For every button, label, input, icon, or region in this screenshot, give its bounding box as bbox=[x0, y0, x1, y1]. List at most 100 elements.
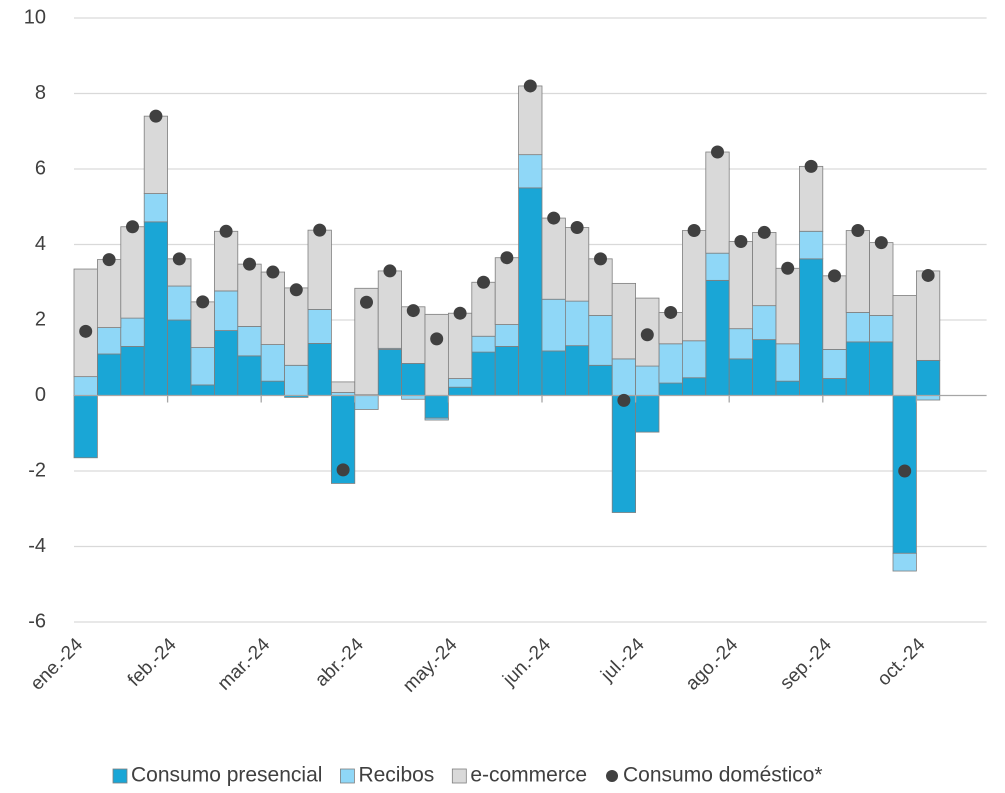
x-tick-label: feb.-24 bbox=[124, 634, 181, 691]
x-tick-label: jul.-24 bbox=[597, 634, 649, 686]
bar-segment bbox=[73, 268, 98, 378]
y-tick-label: 8 bbox=[35, 82, 46, 104]
bar-segment bbox=[611, 358, 637, 396]
dot bbox=[313, 223, 327, 237]
legend-marker bbox=[112, 768, 128, 784]
dot bbox=[453, 306, 467, 320]
bar-segment bbox=[237, 263, 262, 327]
dot bbox=[898, 464, 912, 478]
bar-segment bbox=[120, 226, 145, 319]
bar-segment bbox=[869, 315, 894, 343]
dot bbox=[711, 145, 724, 159]
bar-segment bbox=[916, 359, 941, 396]
bar-segment bbox=[565, 300, 590, 347]
dot bbox=[149, 109, 163, 123]
x-tick-label: ago.-24 bbox=[682, 634, 743, 695]
bar-segment bbox=[494, 346, 520, 396]
dot bbox=[664, 305, 678, 319]
dot bbox=[266, 265, 280, 279]
y-tick-label: 10 bbox=[24, 6, 46, 28]
bar-segment bbox=[869, 341, 894, 396]
bar-segment bbox=[471, 351, 496, 396]
bar-segment bbox=[494, 324, 520, 347]
bar-segment bbox=[588, 315, 613, 366]
bar-segment bbox=[682, 340, 707, 379]
dot bbox=[640, 328, 654, 342]
bar-segment bbox=[611, 282, 637, 360]
dot bbox=[172, 252, 186, 266]
dot bbox=[336, 463, 350, 477]
x-tick-label: abr.-24 bbox=[311, 634, 368, 691]
x-tick-label: mar.-24 bbox=[214, 634, 275, 695]
bar-segment bbox=[260, 271, 286, 345]
bar-segment bbox=[892, 295, 917, 396]
dot bbox=[196, 295, 210, 309]
y-tick-label: 6 bbox=[35, 157, 46, 179]
dot bbox=[804, 159, 818, 173]
bar-segment bbox=[471, 335, 496, 353]
legend-marker bbox=[451, 768, 467, 784]
bar-segment bbox=[588, 364, 613, 396]
dot bbox=[757, 225, 771, 239]
dot bbox=[828, 269, 841, 283]
bar-segment bbox=[541, 350, 566, 396]
legend-label: Recibos bbox=[358, 764, 434, 787]
bar-segment bbox=[213, 290, 239, 331]
bar-segment bbox=[213, 230, 239, 292]
x-tick-label: jun.-24 bbox=[498, 634, 555, 691]
bar-segment bbox=[518, 187, 543, 396]
x-tick-label: ene.-24 bbox=[27, 634, 88, 695]
bar-segment bbox=[705, 252, 730, 281]
bar-segment bbox=[728, 358, 754, 396]
bar-segment bbox=[682, 230, 707, 342]
bar-segment bbox=[822, 349, 847, 379]
bar-segment bbox=[565, 227, 590, 302]
dot bbox=[79, 324, 93, 338]
bar-segment bbox=[799, 230, 824, 260]
bar-segment bbox=[120, 317, 145, 347]
bar-segment bbox=[120, 346, 145, 396]
dot bbox=[547, 211, 561, 225]
legend: Consumo presencial Recibos e-commerce Consu… bbox=[112, 764, 823, 787]
bar-segment bbox=[143, 193, 168, 223]
bar-segment bbox=[494, 257, 520, 325]
dot bbox=[570, 221, 584, 235]
legend-label: e-commerce bbox=[470, 764, 587, 787]
legend-marker bbox=[340, 768, 355, 784]
y-tick-label: -6 bbox=[28, 610, 46, 632]
dot bbox=[477, 275, 490, 289]
bar-segment bbox=[97, 259, 122, 328]
bar-segment bbox=[73, 376, 98, 396]
bar-segment bbox=[377, 270, 403, 349]
dot bbox=[523, 79, 537, 93]
bar-segment bbox=[869, 242, 894, 316]
bar-segment bbox=[237, 326, 262, 357]
bar-segment bbox=[167, 285, 192, 321]
bar-segment bbox=[213, 330, 239, 396]
y-tick-label: -4 bbox=[28, 535, 46, 557]
dot bbox=[406, 304, 420, 318]
bar-segment bbox=[822, 275, 847, 350]
bar-segment bbox=[377, 349, 403, 396]
x-tick-label: sep.-24 bbox=[776, 634, 836, 694]
bar-segment bbox=[354, 395, 379, 410]
bar-segment bbox=[447, 312, 473, 379]
bar-segment bbox=[705, 151, 730, 254]
legend-label: Consumo doméstico* bbox=[623, 764, 823, 787]
bar-segment bbox=[401, 363, 426, 396]
bar-segment bbox=[518, 154, 543, 189]
bar-segment bbox=[892, 552, 917, 572]
bar-segment bbox=[775, 343, 800, 382]
dot bbox=[687, 224, 701, 238]
bar-segment bbox=[588, 258, 613, 316]
bar-segment bbox=[190, 384, 215, 396]
bar-segment bbox=[190, 347, 215, 386]
bar-segment bbox=[775, 267, 800, 345]
bar-segment bbox=[330, 381, 356, 393]
bar-segment bbox=[752, 232, 777, 307]
legend-label: Consumo presencial bbox=[131, 764, 322, 787]
y-tick-label: -2 bbox=[28, 459, 46, 481]
bar-segment bbox=[143, 115, 168, 194]
bar-segment bbox=[845, 230, 871, 313]
